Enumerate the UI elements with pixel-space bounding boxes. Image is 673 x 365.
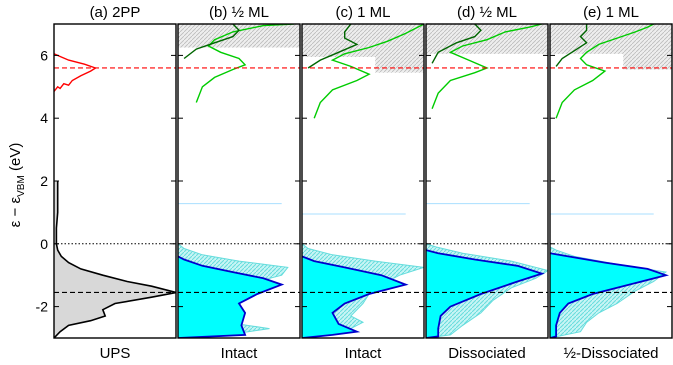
panel-bottom-label: ½-Dissociated — [563, 345, 658, 362]
dos-dark-curve — [178, 255, 285, 338]
panel-frame — [177, 23, 301, 339]
y-tick-label: -2 — [36, 299, 49, 315]
panel-bottom-label: UPS — [100, 345, 131, 362]
shaded-region — [550, 24, 672, 54]
panel-d-plot — [426, 24, 548, 338]
dos-dark-fill — [426, 250, 542, 338]
panel-title: (e) 1 ML — [583, 4, 639, 21]
panel-c-plot — [302, 24, 424, 338]
shaded-region — [302, 24, 424, 57]
panel-frame — [549, 23, 673, 339]
unoccupied-dark-curve — [555, 24, 588, 67]
y-axis-label-sub: VBM — [16, 175, 27, 197]
panel-bottom-label: Intact — [345, 345, 383, 362]
unoccupied-light-curve — [313, 24, 424, 119]
dos-dark-curve — [426, 249, 545, 338]
y-tick-labels: -2 0 2 4 6 — [36, 47, 49, 314]
dos-dark-curve — [550, 252, 670, 338]
unoccupied-dark-curve — [183, 24, 240, 60]
y-tick-label: 0 — [40, 236, 48, 252]
y-tick-label: 4 — [40, 110, 48, 126]
panel-frame — [301, 23, 425, 339]
y-axis-label-unit: (eV) — [7, 143, 24, 176]
panel-title: (d) ½ ML — [457, 4, 517, 21]
panel-title: (b) ½ ML — [209, 4, 269, 21]
panel-bottom-label: Intact — [221, 345, 259, 362]
panel-c: (c) 1 ML Intact — [301, 4, 425, 362]
svg-text:ε − εVBM (eV): ε − εVBM (eV) — [7, 143, 27, 228]
panel-e: (e) 1 ML ½-Dissociated — [549, 4, 673, 362]
2pp-curve — [54, 53, 98, 92]
panel-d: (d) ½ ML Dissociated — [425, 4, 549, 362]
shaded-region-lower — [623, 53, 672, 70]
dos-dark-fill — [550, 253, 666, 338]
panels: (a) 2PP UPS (b) ½ ML Intact (c) 1 ML Intact (d… — [53, 4, 673, 362]
y-axis-label: ε − εVBM (eV) — [7, 143, 27, 228]
y-tick-label: 2 — [40, 173, 48, 189]
shaded-region — [178, 24, 300, 48]
ups-fill — [54, 181, 176, 338]
unoccupied-dark-curve — [307, 24, 359, 69]
panel-frame — [425, 23, 549, 339]
panel-frame — [53, 23, 177, 339]
y-tick-label: 6 — [40, 47, 48, 63]
unoccupied-dark-curve — [431, 24, 482, 64]
panel-a-plot — [54, 53, 176, 338]
shaded-region-lower — [375, 56, 424, 73]
ups-curve — [54, 181, 176, 338]
unoccupied-light-curve — [555, 24, 655, 119]
panel-b-plot — [178, 24, 300, 338]
unoccupied-light-curve — [431, 24, 543, 110]
panel-title: (c) 1 ML — [335, 4, 390, 21]
dos-dark-curve — [302, 255, 409, 338]
panel-e-plot — [550, 24, 672, 338]
y-axis-label-main: ε − ε — [7, 197, 24, 228]
panel-title: (a) 2PP — [90, 4, 141, 21]
dos-dark-fill — [302, 256, 406, 338]
panel-bottom-label: Dissociated — [448, 345, 526, 362]
panel-b: (b) ½ ML Intact — [177, 4, 301, 362]
panel-a: (a) 2PP UPS — [53, 4, 177, 362]
